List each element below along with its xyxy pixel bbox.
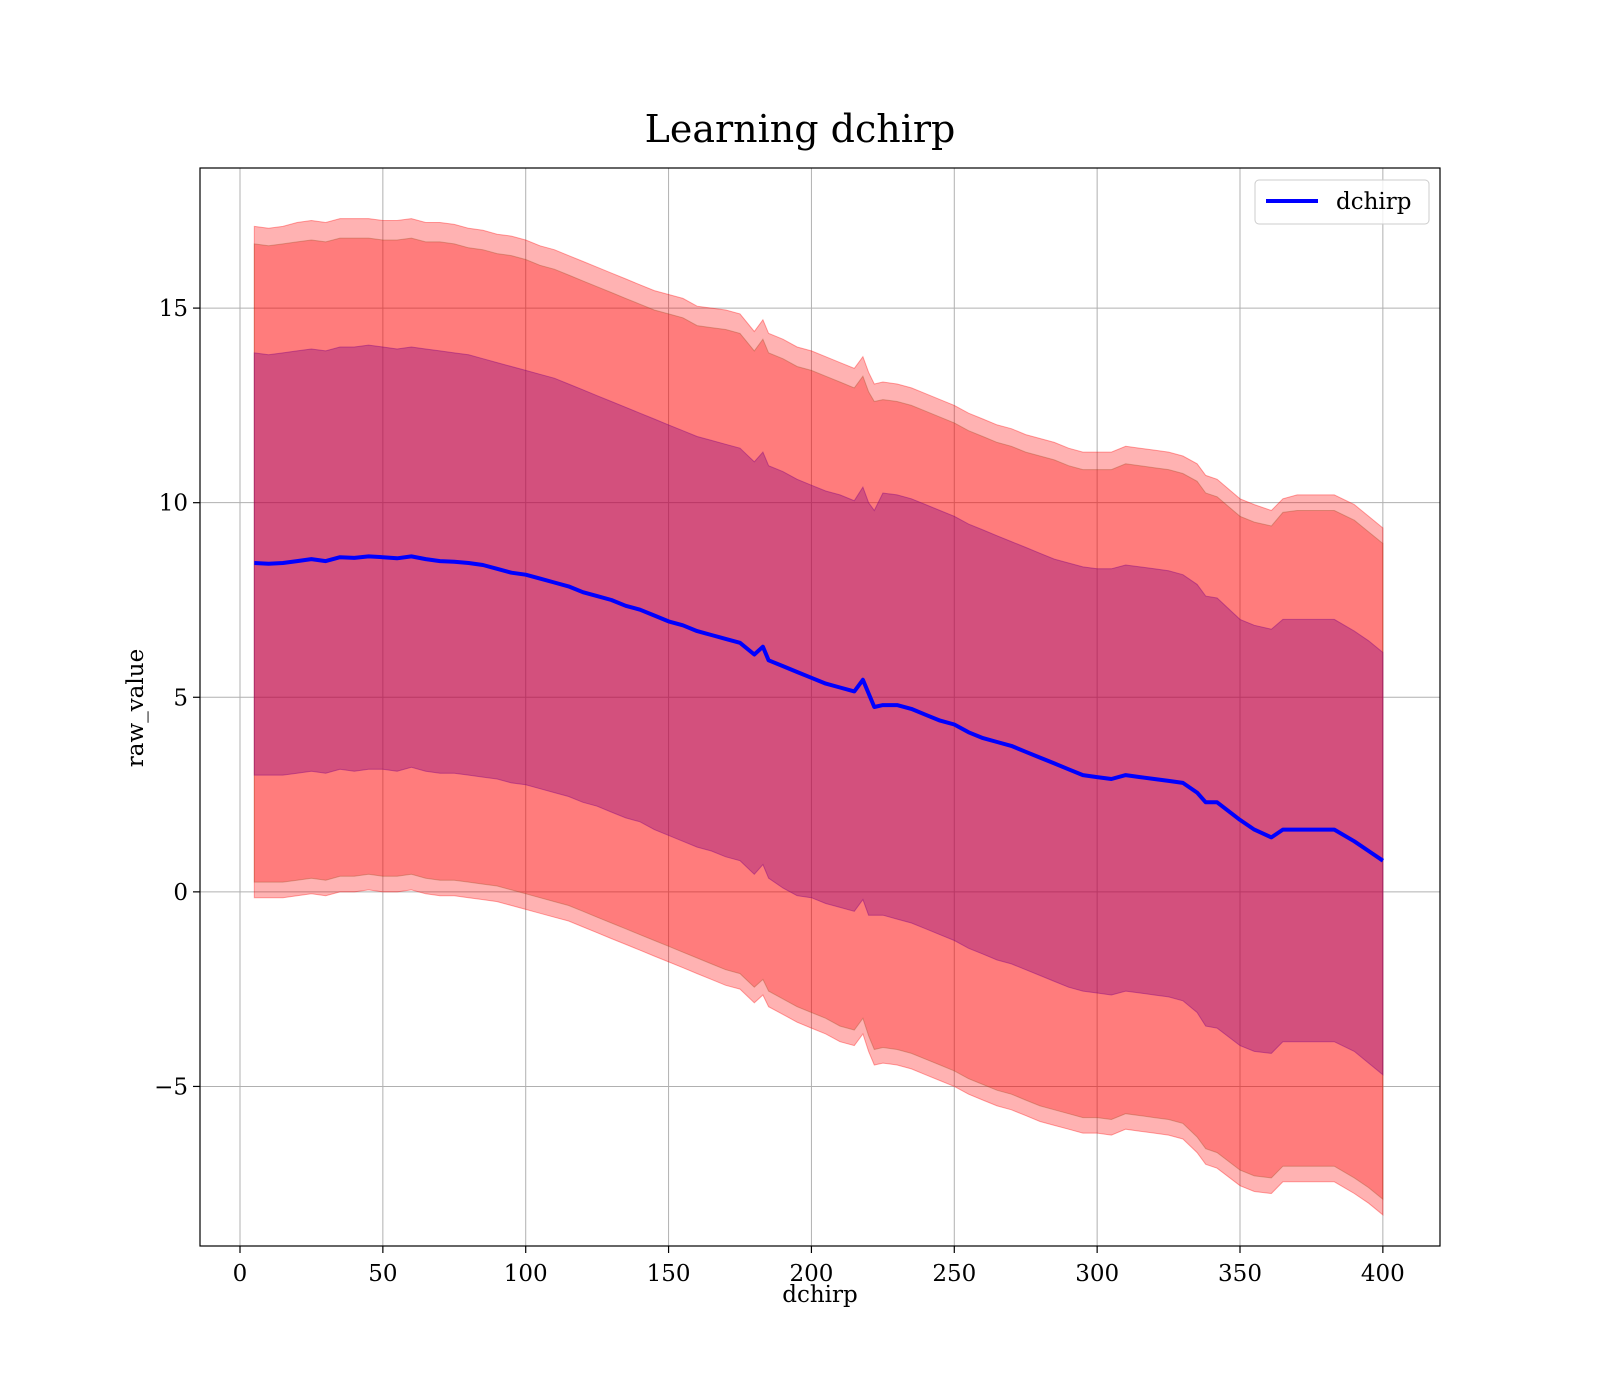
y-tick-label: 10 [159,491,188,517]
legend-label: dchirp [1336,189,1412,215]
legend: dchirp [1254,179,1430,225]
x-axis-ticks: 0 50 100 150 200 250 300 350 400 [233,1246,1405,1287]
grid [200,168,1440,1246]
y-tick-label: 0 [173,880,188,906]
x-tick-label: 400 [1361,1261,1405,1287]
x-tick-label: 200 [789,1261,833,1287]
confidence-bands [253,218,1384,1216]
series-line-dchirp [254,554,1385,863]
x-tick-label: 0 [233,1261,248,1287]
x-tick-label: 50 [368,1261,397,1287]
x-axis-label: dchirp [782,1282,858,1308]
x-tick-label: 250 [932,1261,976,1287]
plot-frame [199,167,1441,1247]
chart-title: Learning dchirp [645,107,956,151]
y-axis-label: raw_value [123,649,149,767]
y-axis-ticks: −5 0 5 10 15 [154,296,200,1100]
y-tick-label: 5 [173,685,188,711]
band-middle [253,237,1384,1201]
band-outer [253,218,1384,1216]
x-tick-label: 100 [504,1261,548,1287]
y-tick-label: −5 [154,1074,188,1100]
series-lines [254,554,1385,863]
band-inner [253,344,1384,1076]
x-tick-label: 150 [647,1261,691,1287]
x-tick-label: 350 [1218,1261,1262,1287]
x-tick-label: 300 [1075,1261,1119,1287]
legend-box [1254,179,1430,225]
y-tick-label: 15 [159,296,188,322]
